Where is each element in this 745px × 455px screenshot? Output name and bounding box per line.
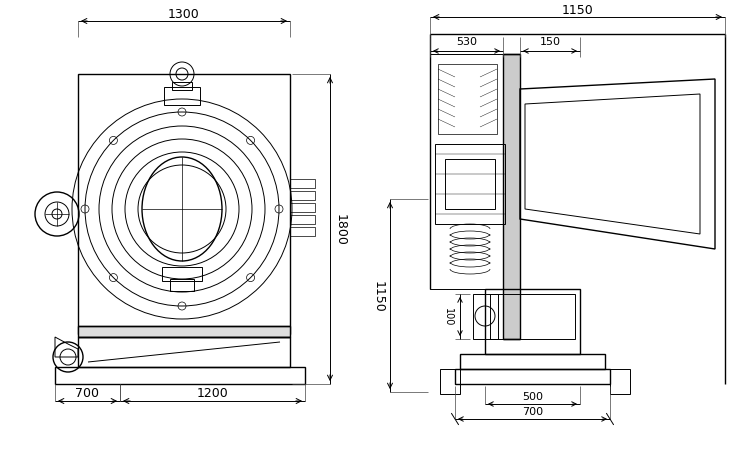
Text: 1200: 1200 [197,387,229,399]
Text: 700: 700 [522,406,543,416]
Text: 700: 700 [75,387,99,399]
Bar [455,369,610,384]
Bar [610,369,630,394]
Text: 1800: 1800 [334,213,346,245]
Bar [445,160,495,210]
Text: 500: 500 [522,391,543,401]
Bar [290,228,315,237]
Text: 1150: 1150 [372,280,384,312]
Bar [290,180,315,188]
Bar [78,337,290,367]
Bar [503,55,520,339]
Bar [290,192,315,201]
Text: 1150: 1150 [562,4,593,16]
Bar [435,145,505,224]
Bar [485,289,580,354]
Bar [170,279,194,291]
Bar [430,55,505,289]
Text: 1300: 1300 [168,7,200,20]
Bar [460,354,605,369]
Text: 150: 150 [539,37,560,47]
Text: 530: 530 [456,37,477,47]
Bar [290,203,315,212]
Bar [440,369,460,394]
Bar [438,65,497,135]
Bar [55,367,305,384]
Bar [162,268,202,281]
Text: 100: 100 [443,308,453,326]
Bar [164,88,200,106]
Bar [78,75,290,334]
Bar [78,326,290,337]
Bar [490,294,575,339]
Bar [290,216,315,224]
Bar [172,83,192,91]
Bar [473,294,498,339]
